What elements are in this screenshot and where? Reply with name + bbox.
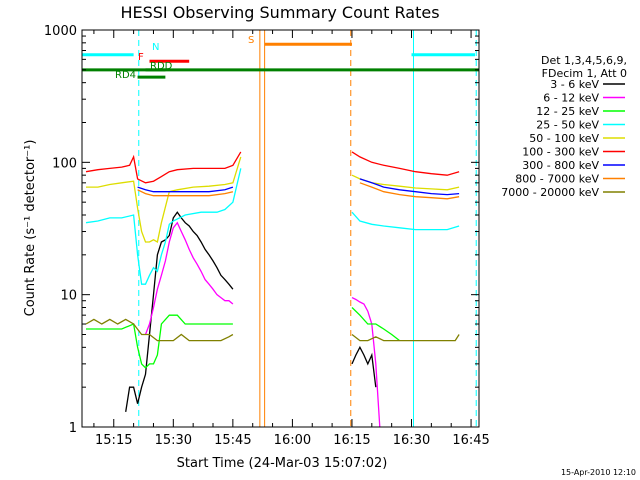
legend-label-8: 7000 - 20000 keV	[501, 186, 599, 199]
series-line-1-seg-1	[351, 297, 381, 427]
flag-label-s: S	[248, 35, 254, 46]
series-line-5-seg-1	[351, 151, 460, 176]
legend-label-6: 300 - 800 keV	[522, 159, 599, 172]
flag-label-rdd: RDD	[150, 61, 173, 72]
legend-label-5: 100 - 300 keV	[522, 146, 599, 159]
legend-header-1: FDecim 1, Att 0	[542, 67, 627, 80]
footer-timestamp: 15-Apr-2010 12:10	[561, 468, 636, 477]
series-line-2-seg-1	[351, 307, 400, 342]
x-tick-label-2: 15:45	[214, 433, 251, 448]
legend: Det 1,3,4,5,6,9,FDecim 1, Att 03 - 6 keV…	[501, 54, 627, 199]
plot-frame	[81, 29, 480, 428]
legend-label-3: 25 - 50 keV	[536, 119, 599, 132]
series-line-1-seg-0	[144, 221, 234, 335]
flag-label-rd4: RD4	[115, 70, 136, 81]
series-line-3-seg-1	[351, 211, 460, 231]
series-line-4-seg-1	[351, 174, 460, 191]
series-line-5-seg-0	[85, 151, 242, 184]
y-axis-label: Count Rate (s⁻¹ detector⁻¹)	[23, 140, 38, 317]
series-line-7-seg-0	[137, 189, 234, 197]
series-line-0-seg-0	[125, 211, 234, 413]
series-line-0-seg-1	[351, 345, 377, 388]
legend-label-7: 800 - 7000 keV	[515, 173, 599, 186]
series-line-6-seg-0	[137, 186, 234, 193]
y-tick-label-1: 10	[60, 289, 77, 304]
plot-area: NF RDD RD4 S	[82, 30, 479, 427]
series-line-6-seg-1	[359, 178, 460, 196]
x-tick-label-1: 15:30	[155, 433, 192, 448]
series-line-8-seg-1	[351, 333, 460, 342]
x-axis: 15:15 15:30 15:45 16:00 16:15 16:30 16:45	[93, 30, 490, 448]
legend-label-2: 12 - 25 keV	[536, 105, 599, 118]
series-line-7-seg-1	[359, 182, 460, 200]
y-tick-label-0: 1	[69, 421, 77, 436]
chart-title: HESSI Observing Summary Count Rates	[120, 3, 439, 22]
series-line-4-seg-0	[86, 156, 242, 244]
legend-label-4: 50 - 100 keV	[529, 132, 599, 145]
x-tick-label-4: 16:15	[333, 433, 370, 448]
x-tick-label-3: 16:00	[274, 433, 311, 448]
legend-label-0: 3 - 6 keV	[550, 78, 599, 91]
flag-label-f: F	[138, 52, 144, 63]
legend-label-1: 6 - 12 keV	[543, 92, 599, 105]
x-tick-label-5: 16:30	[393, 433, 430, 448]
x-tick-label-0: 15:15	[95, 433, 132, 448]
y-tick-label-3: 1000	[44, 24, 77, 39]
series-line-3-seg-0	[85, 168, 242, 285]
x-tick-label-6: 16:45	[452, 433, 489, 448]
series-line-2-seg-0	[86, 314, 233, 369]
flag-label-n: N	[152, 42, 159, 53]
y-axis: 1 10 100 1000	[44, 24, 479, 436]
x-axis-label: Start Time (24-Mar-03 15:07:02)	[177, 456, 388, 471]
series-line-8-seg-0	[85, 318, 234, 342]
y-tick-label-2: 100	[52, 156, 77, 171]
legend-header-0: Det 1,3,4,5,6,9,	[541, 54, 627, 67]
plot-content	[82, 30, 479, 427]
